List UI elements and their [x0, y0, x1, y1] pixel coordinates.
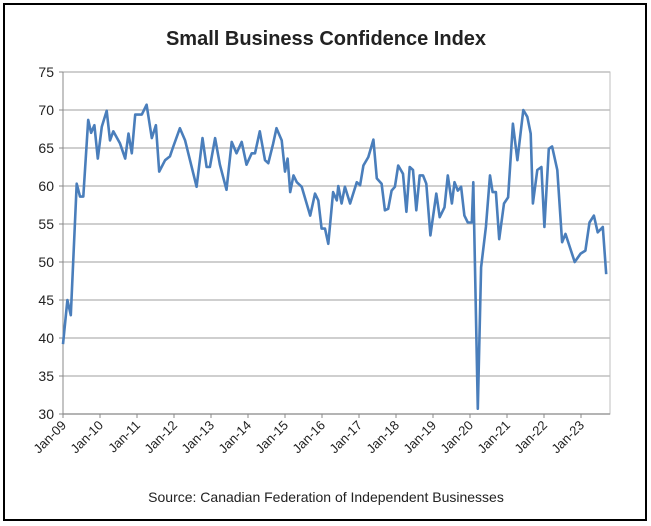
- y-tick-label: 40: [38, 330, 54, 346]
- chart-title: Small Business Confidence Index: [166, 28, 486, 50]
- y-tick-label: 65: [38, 140, 54, 156]
- series-line: [61, 103, 608, 410]
- y-tick-label: 30: [38, 406, 54, 422]
- y-tick-label: 55: [38, 216, 54, 232]
- y-tick-label: 75: [38, 64, 54, 80]
- y-tick-label: 50: [38, 254, 54, 270]
- y-tick-label: 60: [38, 178, 54, 194]
- source-note: Source: Canadian Federation of Independe…: [148, 489, 504, 505]
- y-tick-label: 35: [38, 368, 54, 384]
- y-axis: 30 35 40 45 50 55 60 65 70 75: [38, 64, 64, 422]
- series-group: [61, 103, 608, 410]
- y-tick-label: 45: [38, 292, 54, 308]
- y-tick-label: 70: [38, 102, 54, 118]
